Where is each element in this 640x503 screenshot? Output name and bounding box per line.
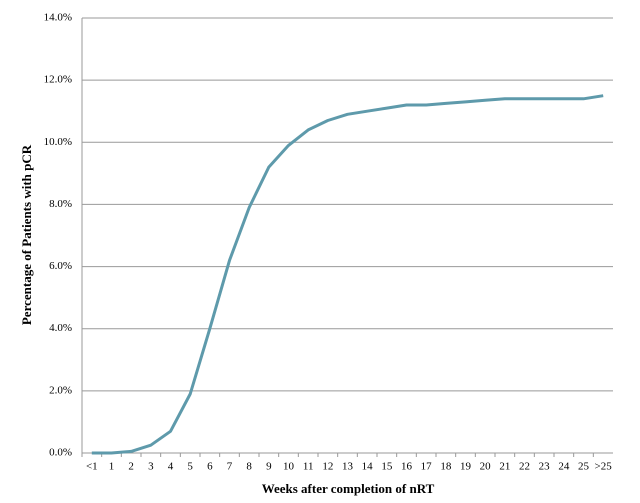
y-axis-title: Percentage of Patients with pCR — [19, 144, 34, 325]
x-tick-label: 19 — [460, 461, 472, 473]
x-tick-label: 14 — [362, 461, 374, 473]
x-tick-label: 3 — [148, 461, 154, 473]
x-tick-label: 25 — [578, 461, 590, 473]
x-tick-label: 18 — [440, 461, 452, 473]
y-tick-label: 8.0% — [49, 198, 72, 210]
x-tick-label: 17 — [421, 461, 433, 473]
x-tick-label: 16 — [401, 461, 413, 473]
x-tick-label: 23 — [539, 461, 551, 473]
y-tick-label: 12.0% — [44, 74, 72, 86]
x-tick-label: >25 — [595, 461, 613, 473]
data-line — [91, 94, 604, 455]
x-tick-label: 2 — [128, 461, 134, 473]
x-axis-title: Weeks after completion of nRT — [262, 481, 435, 496]
x-tick-label: 1 — [109, 461, 115, 473]
y-tick-label: 14.0% — [44, 12, 72, 24]
y-tick-label: 10.0% — [44, 136, 72, 148]
x-tick-label: <1 — [86, 461, 98, 473]
x-tick-label: 20 — [480, 461, 492, 473]
x-tick-label: 4 — [168, 461, 174, 473]
x-tick-label: 15 — [381, 461, 393, 473]
x-tick-label: 6 — [207, 461, 213, 473]
x-tick-label: 5 — [187, 461, 193, 473]
x-tick-label: 7 — [227, 461, 233, 473]
x-tick-label: 10 — [283, 461, 295, 473]
x-tick-label: 24 — [558, 461, 570, 473]
y-tick-label: 6.0% — [49, 260, 72, 272]
x-tick-label: 13 — [342, 461, 354, 473]
x-tick-label: 9 — [266, 461, 272, 473]
x-tick-label: 8 — [246, 461, 252, 473]
y-tick-label: 0.0% — [49, 447, 72, 459]
x-tick-label: 12 — [322, 461, 333, 473]
y-tick-label: 4.0% — [49, 322, 72, 334]
x-tick-label: 21 — [499, 461, 510, 473]
x-tick-label: 11 — [303, 461, 314, 473]
x-tick-label: 22 — [519, 461, 530, 473]
y-tick-label: 2.0% — [49, 384, 72, 396]
